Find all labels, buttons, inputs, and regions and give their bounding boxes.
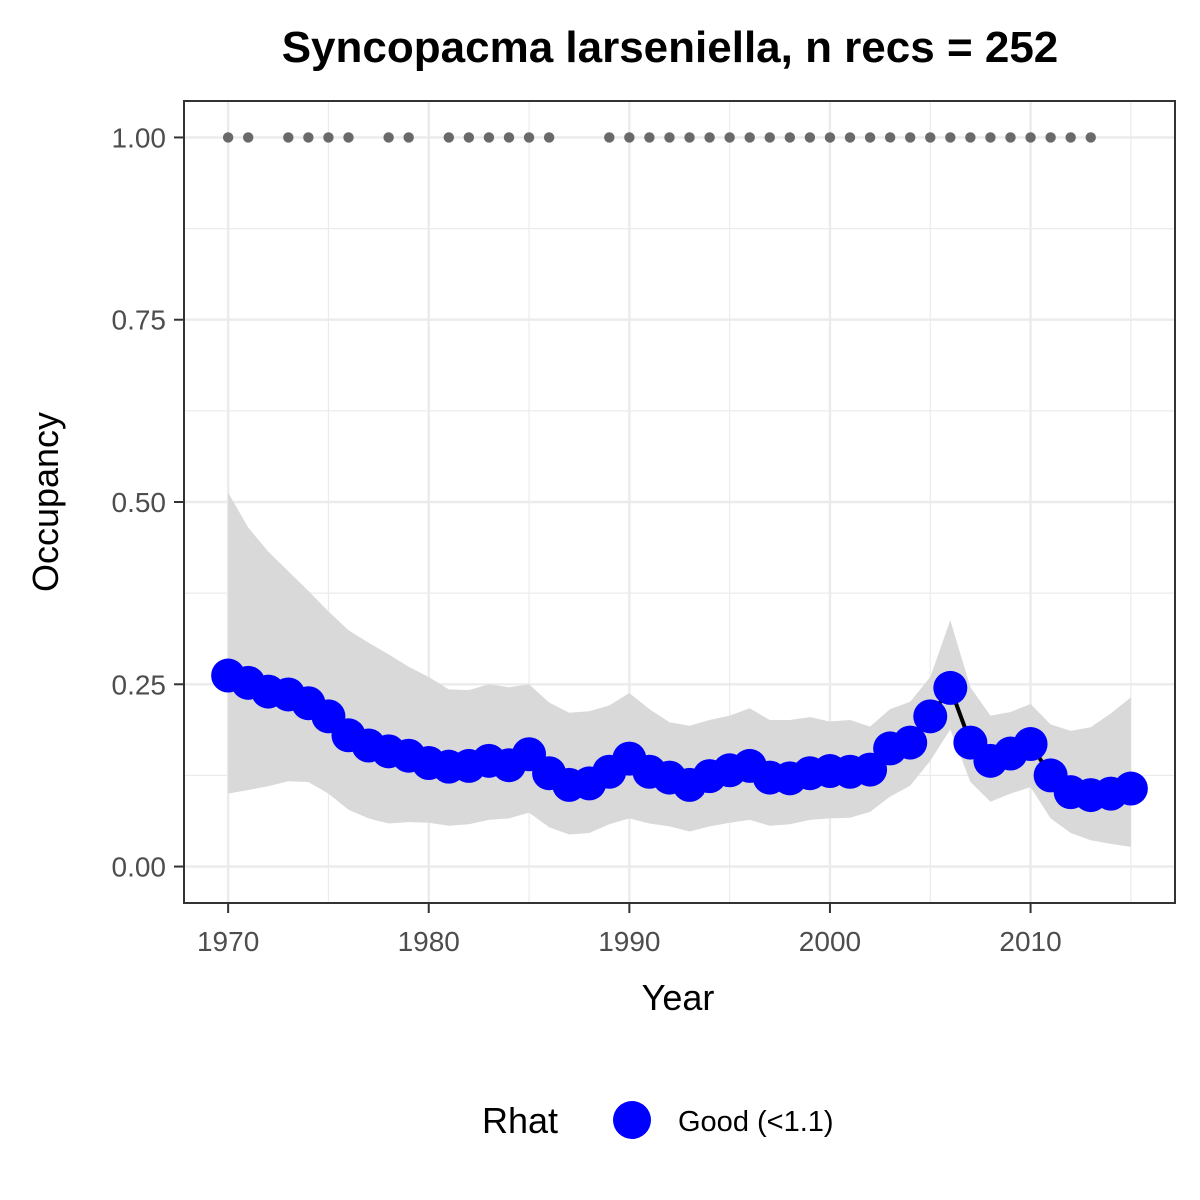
legend-label-good: Good (<1.1) — [678, 1106, 834, 1138]
record-point — [724, 132, 735, 143]
record-point — [965, 132, 976, 143]
record-point — [945, 132, 956, 143]
record-point — [904, 132, 916, 143]
record-point — [242, 132, 254, 143]
occupancy-point — [853, 752, 888, 787]
axis-layer: 0.00 0.25 0.50 0.75 1.00 1970 1980 1990 2000 2010 — [112, 122, 1062, 957]
y-tick-label: 1.00 — [112, 122, 167, 153]
x-tick-label: 1980 — [398, 926, 460, 957]
occupancy-point — [1113, 771, 1148, 806]
x-tick-label: 2010 — [999, 926, 1061, 957]
record-point — [403, 132, 414, 143]
occupancy-point — [933, 670, 968, 705]
record-point — [1085, 132, 1096, 143]
record-point — [884, 132, 896, 143]
record-point — [543, 132, 555, 143]
record-point — [463, 132, 475, 143]
record-point — [483, 132, 495, 143]
record-point — [1045, 132, 1056, 143]
legend: Rhat Good (<1.1) — [482, 1100, 834, 1141]
record-point — [664, 132, 675, 143]
occupancy-point — [893, 725, 928, 760]
y-axis-title: Occupancy — [25, 412, 66, 592]
record-point — [1025, 132, 1036, 143]
record-point — [283, 132, 294, 143]
record-point — [604, 132, 615, 143]
record-point — [443, 132, 455, 143]
record-point — [764, 132, 775, 143]
x-tick-label: 1970 — [197, 926, 259, 957]
record-point — [523, 132, 535, 143]
record-point — [503, 132, 515, 143]
occupancy-point — [913, 699, 948, 734]
record-point — [804, 132, 816, 143]
record-point — [864, 132, 876, 143]
x-tick-label: 2000 — [799, 926, 861, 957]
x-tick-label: 1990 — [598, 926, 660, 957]
legend-key-good — [613, 1101, 651, 1139]
record-point — [624, 132, 635, 143]
record-point — [704, 132, 715, 143]
y-tick-label: 0.00 — [112, 852, 167, 883]
y-tick-label: 0.75 — [112, 305, 167, 336]
record-point — [1065, 132, 1076, 143]
record-points-layer — [222, 132, 1096, 143]
record-point — [784, 132, 796, 143]
record-point — [644, 132, 655, 143]
occupancy-points-layer — [211, 658, 1148, 813]
record-point — [824, 132, 836, 143]
record-point — [744, 132, 755, 143]
record-point — [323, 132, 334, 143]
occupancy-point — [1013, 727, 1048, 762]
record-point — [844, 132, 856, 143]
record-point — [222, 132, 234, 143]
record-point — [1005, 132, 1016, 143]
record-point — [684, 132, 695, 143]
record-point — [303, 132, 314, 143]
y-tick-label: 0.50 — [112, 487, 167, 518]
chart-title: Syncopacma larseniella, n recs = 252 — [282, 23, 1059, 72]
record-point — [383, 132, 394, 143]
y-tick-label: 0.25 — [112, 669, 167, 700]
x-axis-title: Year — [642, 977, 715, 1018]
record-point — [985, 132, 996, 143]
record-point — [925, 132, 936, 143]
record-point — [343, 132, 354, 143]
legend-title: Rhat — [482, 1100, 558, 1141]
